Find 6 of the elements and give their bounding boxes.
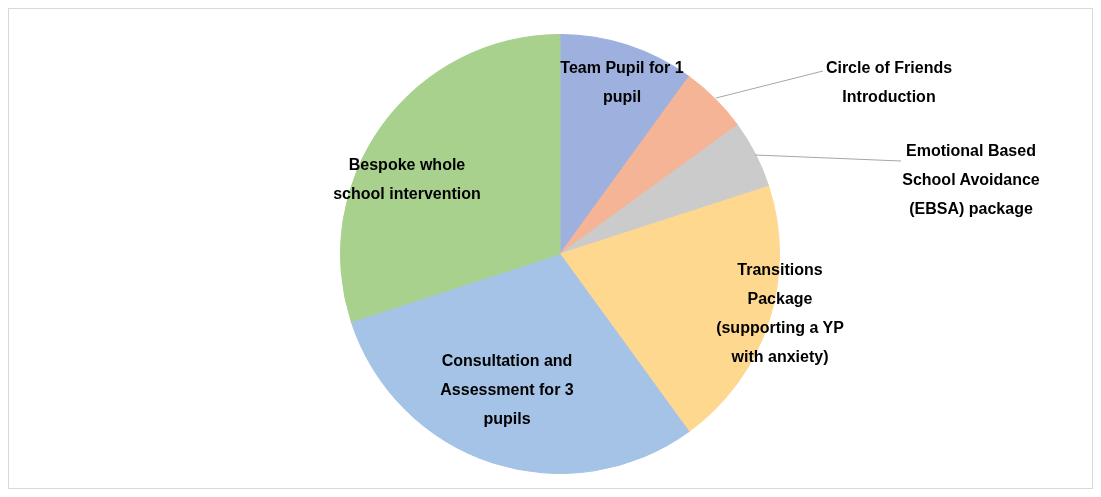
- slice-label: Emotional Based School Avoidance (EBSA) package: [902, 142, 1040, 218]
- slice-label: Team Pupil for 1 pupil: [560, 59, 684, 106]
- slice-label: Circle of Friends Introduction: [825, 59, 953, 106]
- slice-label: Consultation and Assessment for 3 pupils: [440, 352, 574, 428]
- slice-label: Transitions Package (supporting a YP with anxiety): [716, 261, 845, 366]
- slice-label: Bespoke whole school intervention: [333, 156, 481, 203]
